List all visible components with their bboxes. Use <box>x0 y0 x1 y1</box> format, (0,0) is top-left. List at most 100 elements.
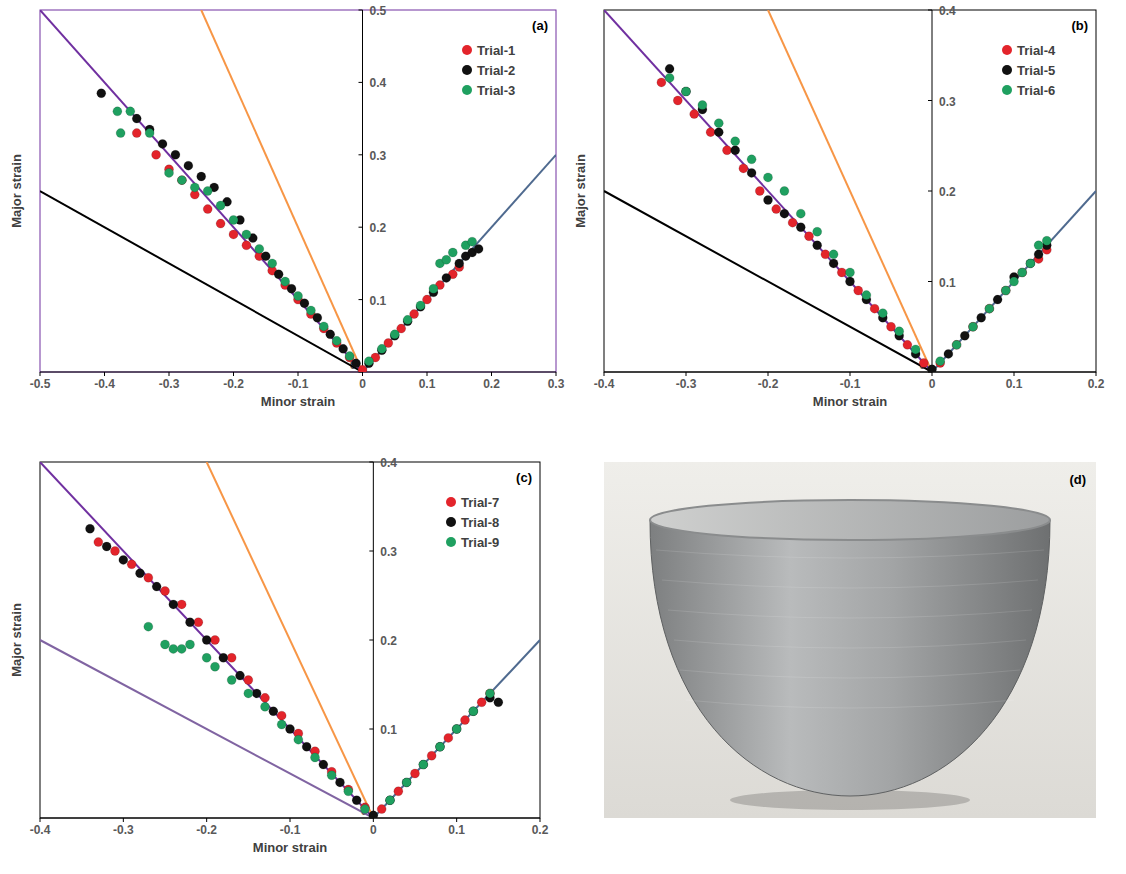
data-point <box>194 618 203 627</box>
x-tick-label: -0.2 <box>223 377 244 391</box>
legend-marker <box>446 537 456 547</box>
data-point <box>944 349 953 358</box>
data-point <box>345 352 354 361</box>
legend-marker <box>462 45 472 55</box>
legend-label: Trial-6 <box>1017 83 1055 98</box>
y-tick <box>359 10 363 11</box>
data-point <box>319 760 328 769</box>
data-point <box>211 636 220 645</box>
data-point <box>169 644 178 653</box>
data-point <box>394 787 403 796</box>
data-point <box>177 176 186 185</box>
y-tick-label: 0.5 <box>370 4 387 18</box>
x-tick <box>206 818 207 822</box>
data-point <box>132 129 141 138</box>
y-tick <box>928 191 932 192</box>
x-tick-label: -0.2 <box>196 823 217 837</box>
y-tick <box>928 281 932 282</box>
data-point <box>706 128 715 137</box>
data-point <box>211 662 220 671</box>
data-point <box>1026 259 1035 268</box>
data-point <box>764 173 773 182</box>
data-point <box>197 172 206 181</box>
data-point <box>261 252 270 261</box>
data-point <box>969 322 978 331</box>
legend-label: Trial-2 <box>477 63 515 78</box>
data-point <box>1042 236 1051 245</box>
data-marks <box>40 462 540 818</box>
y-tick-label: 0.1 <box>939 276 956 290</box>
x-tick-label: 0.2 <box>1088 377 1105 391</box>
data-point <box>796 209 805 218</box>
data-point <box>216 201 225 210</box>
bowl-texture <box>686 700 1014 708</box>
y-tick-label: 0.4 <box>939 4 956 18</box>
data-point <box>960 331 969 340</box>
y-tick <box>928 10 932 11</box>
data-point <box>361 805 370 814</box>
data-point <box>152 582 161 591</box>
data-point <box>829 250 838 259</box>
x-tick-label: 0 <box>929 377 936 391</box>
data-point <box>369 811 378 818</box>
data-point <box>377 344 386 353</box>
bowl-texture <box>662 580 1038 588</box>
data-point <box>698 101 707 110</box>
data-point <box>474 244 483 253</box>
data-point <box>494 698 503 707</box>
x-tick-label: -0.2 <box>758 377 779 391</box>
data-point <box>402 778 411 787</box>
data-point <box>739 164 748 173</box>
data-point <box>919 358 928 367</box>
data-point <box>229 230 238 239</box>
y-tick-label: 0.4 <box>380 456 397 470</box>
y-axis-title: Major strain <box>573 154 588 228</box>
data-point <box>352 359 361 368</box>
x-tick <box>104 372 105 376</box>
data-point <box>261 702 270 711</box>
reference-line <box>40 191 363 372</box>
data-point <box>887 322 896 331</box>
data-point <box>452 725 461 734</box>
data-point <box>286 725 295 734</box>
data-point <box>436 742 445 751</box>
data-point <box>682 87 691 96</box>
data-point <box>202 653 211 662</box>
data-point <box>227 653 236 662</box>
reference-line <box>604 191 932 372</box>
x-tick <box>362 372 363 376</box>
x-tick <box>298 372 299 376</box>
reference-line <box>40 640 373 818</box>
data-point <box>184 161 193 170</box>
data-point <box>747 168 756 177</box>
reference-line <box>373 640 540 818</box>
data-point <box>169 600 178 609</box>
data-point <box>336 778 345 787</box>
y-axis-title: Major strain <box>9 603 24 677</box>
x-tick-label: 0.1 <box>1006 377 1023 391</box>
data-point <box>911 345 920 354</box>
x-tick <box>1096 372 1097 376</box>
data-point <box>846 277 855 286</box>
legend-marker <box>462 65 472 75</box>
data-point <box>455 259 464 268</box>
panel: -0.4-0.3-0.2-0.100.10.200.10.20.30.4Mino… <box>573 4 1105 409</box>
reference-line <box>40 462 373 818</box>
legend-marker <box>446 497 456 507</box>
data-point <box>203 205 212 214</box>
data-point <box>444 733 453 742</box>
data-point <box>1018 268 1027 277</box>
y-tick <box>369 551 373 552</box>
y-tick <box>369 729 373 730</box>
data-point <box>252 689 261 698</box>
data-point <box>442 273 451 282</box>
x-tick <box>768 372 769 376</box>
y-tick-label: 0.2 <box>380 634 397 648</box>
data-point <box>268 259 277 268</box>
x-tick <box>233 372 234 376</box>
data-point <box>327 771 336 780</box>
legend-marker <box>1002 85 1012 95</box>
bowl-texture <box>680 670 1020 678</box>
data-point <box>111 547 120 556</box>
bowl-rim <box>650 500 1050 540</box>
